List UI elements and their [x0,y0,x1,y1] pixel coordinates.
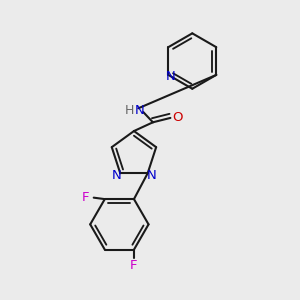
Text: N: N [146,169,156,182]
Text: N: N [112,169,122,182]
Text: F: F [130,259,138,272]
Text: H: H [125,104,134,117]
Text: F: F [82,191,90,204]
Text: N: N [166,70,175,83]
Text: O: O [172,111,182,124]
Text: N: N [134,104,144,117]
